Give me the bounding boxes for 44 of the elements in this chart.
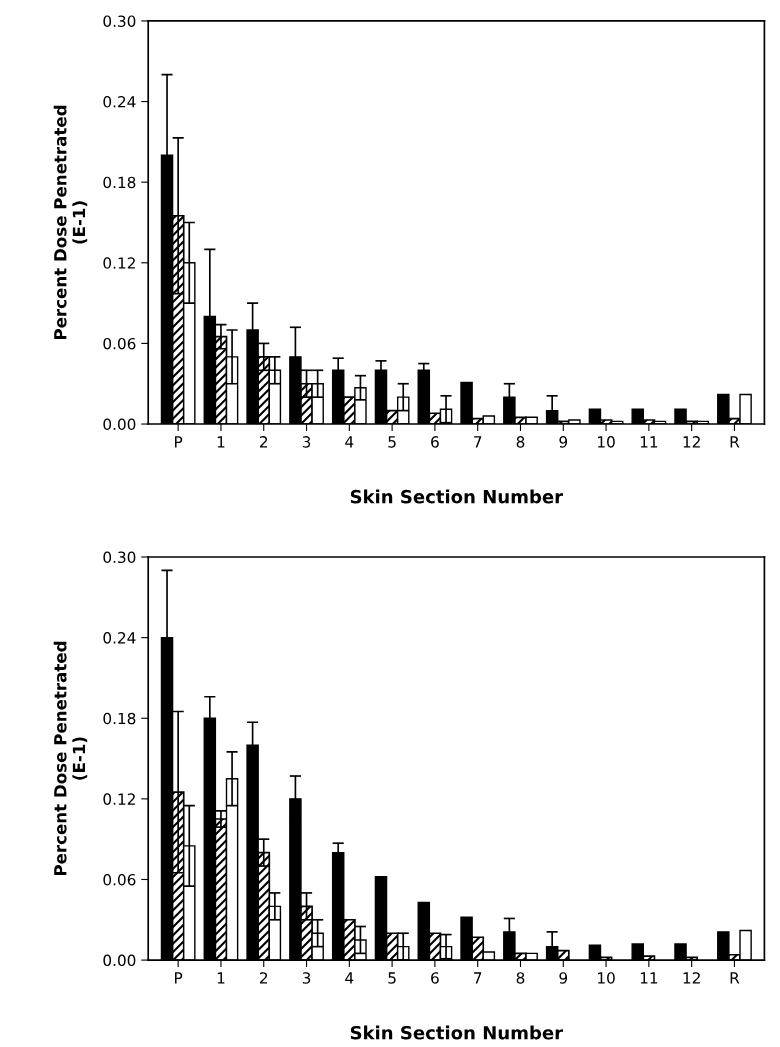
x-tick-label: 8 xyxy=(516,972,525,984)
x-tick-label: 1 xyxy=(217,436,225,448)
x-tick-label: 10 xyxy=(598,436,615,448)
y-tick-label: 0.06 xyxy=(103,873,136,886)
x-tick-label: 11 xyxy=(640,972,658,984)
x-tick-label: 12 xyxy=(683,436,700,448)
x-tick-label: 1 xyxy=(217,972,225,984)
x-tick-label: 7 xyxy=(474,972,482,984)
x-axis-title: Skin Section Number xyxy=(350,489,564,504)
y-tick-label: 0.12 xyxy=(103,793,135,805)
y-tick-label: 0.00 xyxy=(103,418,136,431)
x-tick-label: 9 xyxy=(559,972,568,984)
x-tick-label: 3 xyxy=(302,436,311,448)
x-tick-label: 11 xyxy=(640,436,658,448)
x-tick-label: 5 xyxy=(388,972,396,984)
x-tick-label: 7 xyxy=(474,436,482,448)
x-tick-label: 10 xyxy=(598,972,615,984)
y-tick-label: 0.18 xyxy=(103,176,136,189)
x-tick-label: P xyxy=(175,972,183,984)
x-tick-label: 3 xyxy=(302,972,311,984)
x-tick-label: 5 xyxy=(388,436,396,448)
x-axis-title: Skin Section Number xyxy=(350,1025,564,1040)
x-tick-label: 12 xyxy=(683,972,700,984)
x-tick-label: 6 xyxy=(431,972,439,984)
x-tick-label: 8 xyxy=(516,436,525,448)
x-tick-label: 4 xyxy=(345,436,354,448)
y-axis-title: Percent Dose Penetrated (E-1) xyxy=(53,641,88,876)
y-tick-label: 0.18 xyxy=(103,712,136,725)
x-tick-label: R xyxy=(730,436,740,448)
x-tick-label: 2 xyxy=(260,436,268,448)
x-tick-label: 9 xyxy=(559,436,568,448)
y-tick-label: 0.12 xyxy=(103,257,135,269)
x-tick-label: 2 xyxy=(260,972,268,984)
y-tick-label: 0.30 xyxy=(103,551,136,564)
x-tick-label: R xyxy=(730,972,740,984)
y-tick-label: 0.24 xyxy=(103,96,136,108)
y-tick-label: 0.00 xyxy=(103,954,136,967)
y-tick-label: 0.06 xyxy=(103,337,136,350)
x-tick-label: 6 xyxy=(431,436,439,448)
x-tick-label: 4 xyxy=(345,972,354,984)
y-tick-label: 0.30 xyxy=(103,15,136,27)
x-tick-label: P xyxy=(175,436,183,448)
y-axis-title: Percent Dose Penetrated (E-1) xyxy=(53,105,88,340)
y-tick-label: 0.24 xyxy=(103,632,136,644)
